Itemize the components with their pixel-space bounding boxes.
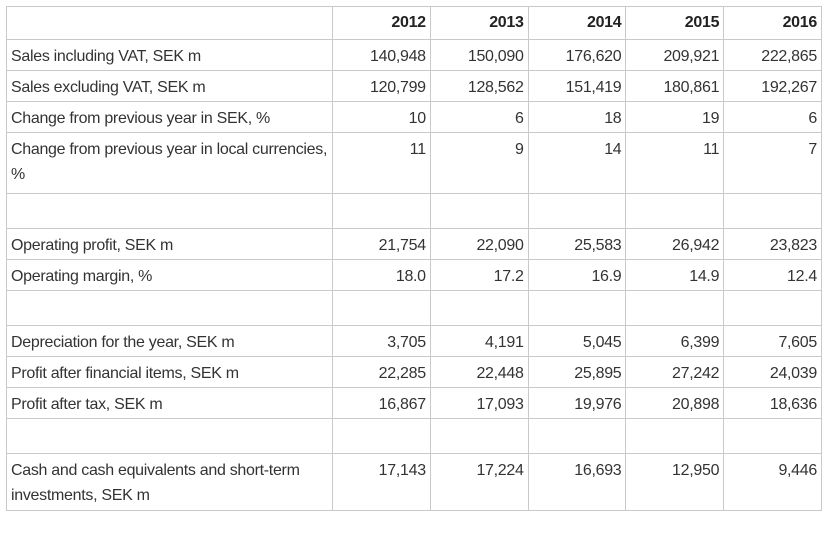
row-label: Sales including VAT, SEK m (6, 39, 333, 71)
year-header: 2014 (527, 6, 627, 40)
value-cell: 120,799 (332, 70, 431, 102)
value-cell: 180,861 (625, 70, 725, 102)
value-cell: 6 (723, 101, 822, 133)
value-cell: 11 (625, 132, 725, 194)
spacer-cell (625, 418, 725, 454)
table-row: Profit after financial items, SEK m 22,2… (6, 356, 822, 388)
value-cell: 16,693 (527, 453, 627, 511)
value-cell: 17,224 (429, 453, 529, 511)
table-row: Operating profit, SEK m 21,754 22,090 25… (6, 228, 822, 260)
row-label: Profit after financial items, SEK m (6, 356, 333, 388)
spacer-cell (625, 290, 725, 326)
spacer-cell (429, 290, 529, 326)
value-cell: 17,143 (332, 453, 431, 511)
value-cell: 128,562 (429, 70, 529, 102)
value-cell: 14.9 (625, 259, 725, 291)
value-cell: 23,823 (723, 228, 822, 260)
spacer-cell (6, 290, 333, 326)
value-cell: 16,867 (332, 387, 431, 419)
value-cell: 26,942 (625, 228, 725, 260)
year-header: 2015 (625, 6, 725, 40)
value-cell: 21,754 (332, 228, 431, 260)
table-row: Change from previous year in SEK, % 10 6… (6, 101, 822, 133)
value-cell: 150,090 (429, 39, 529, 71)
header-row: 2012 2013 2014 2015 2016 (6, 6, 822, 40)
spacer-cell (332, 193, 431, 229)
value-cell: 6,399 (625, 325, 725, 357)
value-cell: 151,419 (527, 70, 627, 102)
value-cell: 4,191 (429, 325, 529, 357)
row-label: Cash and cash equivalents and short-term… (6, 453, 333, 511)
value-cell: 17.2 (429, 259, 529, 291)
spacer-row (6, 418, 822, 454)
value-cell: 24,039 (723, 356, 822, 388)
table-row: Depreciation for the year, SEK m 3,705 4… (6, 325, 822, 357)
spacer-cell (332, 418, 431, 454)
value-cell: 22,090 (429, 228, 529, 260)
value-cell: 22,285 (332, 356, 431, 388)
row-label: Change from previous year in SEK, % (6, 101, 333, 133)
row-label: Change from previous year in local curre… (6, 132, 333, 194)
spacer-row (6, 193, 822, 229)
value-cell: 17,093 (429, 387, 529, 419)
table-row: Sales including VAT, SEK m 140,948 150,0… (6, 39, 822, 71)
value-cell: 18.0 (332, 259, 431, 291)
value-cell: 19 (625, 101, 725, 133)
value-cell: 25,583 (527, 228, 627, 260)
spacer-cell (332, 290, 431, 326)
value-cell: 27,242 (625, 356, 725, 388)
value-cell: 19,976 (527, 387, 627, 419)
value-cell: 10 (332, 101, 431, 133)
spacer-cell (429, 418, 529, 454)
value-cell: 192,267 (723, 70, 822, 102)
spacer-cell (625, 193, 725, 229)
value-cell: 20,898 (625, 387, 725, 419)
spacer-cell (429, 193, 529, 229)
value-cell: 7 (723, 132, 822, 194)
year-header: 2013 (429, 6, 529, 40)
spacer-cell (6, 193, 333, 229)
header-corner-cell (6, 6, 333, 40)
spacer-row (6, 290, 822, 326)
spacer-cell (527, 193, 627, 229)
value-cell: 7,605 (723, 325, 822, 357)
value-cell: 222,865 (723, 39, 822, 71)
table-row: Sales excluding VAT, SEK m 120,799 128,5… (6, 70, 822, 102)
year-header: 2012 (332, 6, 431, 40)
value-cell: 9 (429, 132, 529, 194)
value-cell: 25,895 (527, 356, 627, 388)
value-cell: 6 (429, 101, 529, 133)
table-row: Profit after tax, SEK m 16,867 17,093 19… (6, 387, 822, 419)
value-cell: 18 (527, 101, 627, 133)
value-cell: 209,921 (625, 39, 725, 71)
row-label: Profit after tax, SEK m (6, 387, 333, 419)
table-row: Change from previous year in local curre… (6, 132, 822, 194)
value-cell: 18,636 (723, 387, 822, 419)
row-label: Depreciation for the year, SEK m (6, 325, 333, 357)
value-cell: 9,446 (723, 453, 822, 511)
value-cell: 11 (332, 132, 431, 194)
value-cell: 14 (527, 132, 627, 194)
spacer-cell (723, 193, 822, 229)
year-header: 2016 (723, 6, 822, 40)
spacer-cell (723, 418, 822, 454)
row-label: Sales excluding VAT, SEK m (6, 70, 333, 102)
row-label: Operating profit, SEK m (6, 228, 333, 260)
value-cell: 22,448 (429, 356, 529, 388)
value-cell: 140,948 (332, 39, 431, 71)
spacer-cell (6, 418, 333, 454)
value-cell: 3,705 (332, 325, 431, 357)
financial-summary-table: 2012 2013 2014 2015 2016 Sales including… (6, 6, 822, 511)
table-row: Operating margin, % 18.0 17.2 16.9 14.9 … (6, 259, 822, 291)
spacer-cell (527, 290, 627, 326)
value-cell: 176,620 (527, 39, 627, 71)
spacer-cell (723, 290, 822, 326)
value-cell: 5,045 (527, 325, 627, 357)
spacer-cell (527, 418, 627, 454)
value-cell: 12,950 (625, 453, 725, 511)
value-cell: 16.9 (527, 259, 627, 291)
row-label: Operating margin, % (6, 259, 333, 291)
table-row: Cash and cash equivalents and short-term… (6, 453, 822, 511)
value-cell: 12.4 (723, 259, 822, 291)
